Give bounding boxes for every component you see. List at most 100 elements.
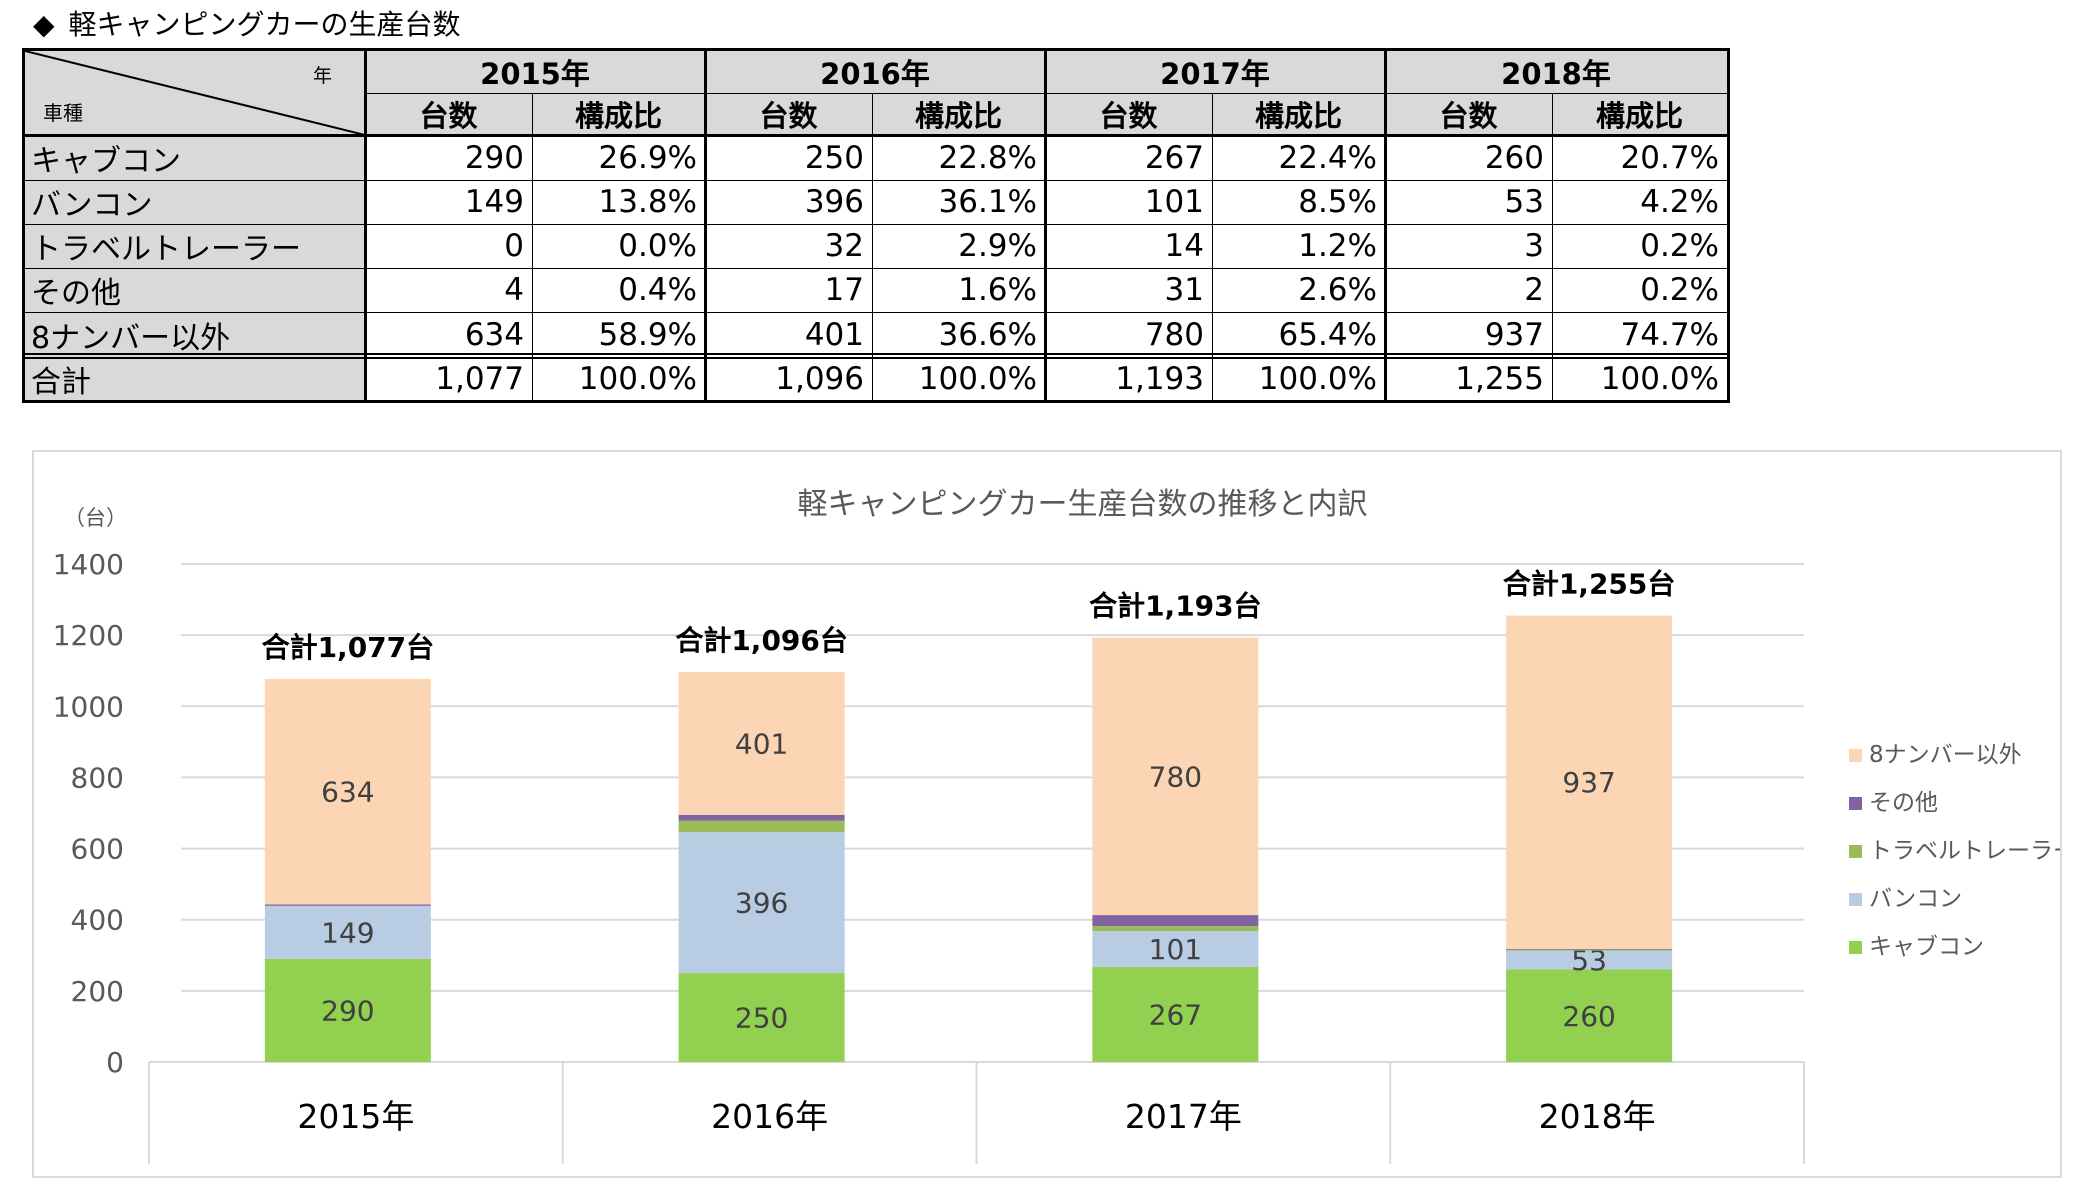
count-cell: 634	[464, 316, 524, 353]
data-label: 634	[321, 776, 374, 809]
bar-segment	[264, 678, 431, 905]
ratio-cell: 4.2%	[1640, 184, 1719, 220]
legend-swatch	[1849, 749, 1862, 762]
subheader-count: 台数	[1045, 93, 1212, 135]
y-tick-label: 600	[71, 833, 124, 866]
count-cell: 250	[804, 139, 864, 176]
count-cell: 290	[464, 139, 524, 176]
data-label: 937	[1562, 766, 1615, 799]
data-label: 250	[735, 1002, 788, 1035]
subheader-ratio: 構成比	[1552, 93, 1727, 135]
count-cell: 1,193	[1115, 360, 1204, 397]
count-cell: 17	[824, 272, 864, 308]
table-divider	[365, 93, 1727, 94]
count-cell: 31	[1164, 272, 1204, 308]
ratio-cell: 22.4%	[1278, 139, 1377, 176]
count-cell: 396	[804, 184, 864, 220]
legend-label: その他	[1869, 790, 1938, 816]
bar-segment	[264, 905, 431, 959]
table-divider	[532, 93, 533, 400]
legend-swatch	[1849, 893, 1862, 906]
total-label: 合計1,096台	[675, 624, 848, 657]
bar-segment	[678, 832, 845, 974]
page-title-text: 軽キャンピングカーの生産台数	[68, 8, 461, 41]
year-header: 2015年	[365, 51, 705, 93]
bar-segment	[678, 814, 845, 821]
table-divider	[25, 353, 1727, 355]
ratio-cell: 74.7%	[1620, 316, 1719, 353]
count-cell: 0	[504, 228, 524, 264]
data-label: 101	[1149, 933, 1202, 966]
subheader-count: 台数	[705, 93, 872, 135]
bar-segment	[264, 958, 431, 1062]
ratio-cell: 13.8%	[598, 184, 697, 220]
table-divider	[1212, 93, 1213, 400]
legend-label: 8ナンバー以外	[1869, 742, 2022, 768]
ratio-cell: 8.5%	[1298, 184, 1377, 220]
diamond-marker-icon: ◆	[33, 8, 55, 41]
total-label: 合計1,193台	[1089, 590, 1262, 623]
ratio-cell: 100.0%	[578, 360, 697, 397]
count-cell: 3	[1524, 228, 1544, 264]
ratio-cell: 20.7%	[1620, 139, 1719, 176]
count-cell: 32	[824, 228, 864, 264]
total-row-label: 合計	[25, 357, 365, 400]
chart-title: 軽キャンピングカー生産台数の推移と内訳	[798, 487, 1368, 522]
count-cell: 1,077	[435, 360, 524, 397]
legend-label: トラベルトレーラー	[1869, 838, 2060, 864]
legend-label: キャブコン	[1869, 934, 1984, 960]
vehicle-type-label: バンコン	[25, 180, 365, 224]
count-cell: 149	[464, 184, 524, 220]
count-cell: 101	[1144, 184, 1204, 220]
y-axis-unit-label: （台）	[64, 506, 127, 530]
bar-segment	[1506, 950, 1673, 970]
subheader-count: 台数	[365, 93, 532, 135]
count-cell: 401	[804, 316, 864, 353]
ratio-cell: 2.9%	[958, 228, 1037, 264]
total-label: 合計1,255台	[1503, 568, 1676, 601]
ratio-cell: 100.0%	[1258, 360, 1377, 397]
data-label: 396	[735, 887, 788, 920]
ratio-cell: 1.2%	[1298, 228, 1377, 264]
table-divider	[25, 268, 1727, 269]
ratio-cell: 36.1%	[938, 184, 1037, 220]
ratio-cell: 58.9%	[598, 316, 697, 353]
table-divider	[25, 180, 1727, 181]
table-divider	[25, 224, 1727, 225]
y-tick-label: 400	[71, 904, 124, 937]
ratio-cell: 100.0%	[918, 360, 1037, 397]
category-label: 2017年	[1125, 1097, 1242, 1136]
count-cell: 780	[1144, 316, 1204, 353]
ratio-cell: 26.9%	[598, 139, 697, 176]
count-cell: 53	[1504, 184, 1544, 220]
table-corner-header: 年車種	[25, 51, 365, 135]
legend-swatch	[1849, 845, 1862, 858]
y-tick-label: 1200	[53, 619, 124, 652]
category-label: 2016年	[711, 1097, 828, 1136]
data-label: 780	[1149, 760, 1202, 793]
category-label: 2015年	[297, 1097, 414, 1136]
legend-swatch	[1849, 941, 1862, 954]
y-tick-label: 1000	[53, 690, 124, 723]
table-divider	[25, 312, 1727, 313]
legend-swatch	[1849, 797, 1862, 810]
corner-type-label: 車種	[43, 101, 83, 125]
subheader-ratio: 構成比	[532, 93, 705, 135]
year-header: 2018年	[1385, 51, 1727, 93]
stacked-bar-chart: 軽キャンピングカー生産台数の推移と内訳 （台） 0 200 400 600 800 1000 1…	[53, 487, 2060, 1164]
bar-segment	[1092, 926, 1259, 932]
data-label: 149	[321, 916, 374, 949]
ratio-cell: 0.4%	[618, 272, 697, 308]
table-divider	[1044, 51, 1047, 400]
ratio-cell: 0.2%	[1640, 272, 1719, 308]
bar-segment	[1506, 969, 1673, 1062]
page-title: ◆ 軽キャンピングカーの生産台数	[33, 6, 461, 44]
legend-label: バンコン	[1869, 886, 1962, 912]
table-divider	[25, 357, 1727, 359]
table-divider	[1552, 93, 1553, 400]
ratio-cell: 0.2%	[1640, 228, 1719, 264]
count-cell: 2	[1524, 272, 1544, 308]
subheader-ratio: 構成比	[872, 93, 1045, 135]
bar-segment	[1506, 949, 1673, 951]
subheader-ratio: 構成比	[1212, 93, 1385, 135]
